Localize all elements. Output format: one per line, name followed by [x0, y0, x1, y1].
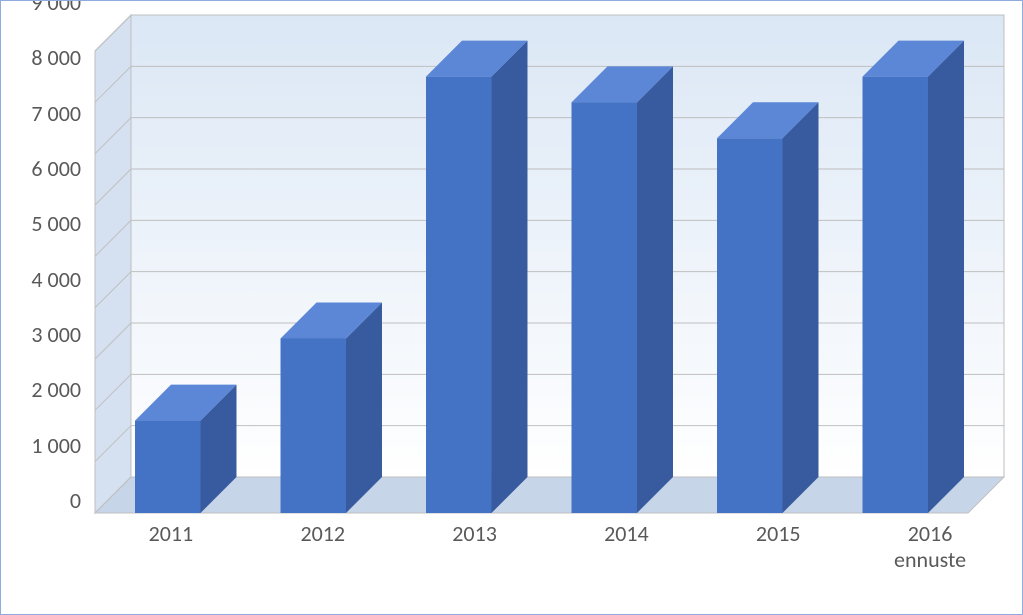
- plot-area: [95, 15, 1006, 513]
- bar: [717, 102, 818, 513]
- chart-inner: 9 0008 0007 0006 0005 0004 0003 0002 000…: [17, 15, 1006, 600]
- chart-frame: 9 0008 0007 0006 0005 0004 0003 0002 000…: [0, 0, 1023, 615]
- chart-svg: [95, 15, 1006, 513]
- plot-wrap: 201120122013201420152016 ennuste: [95, 15, 1006, 600]
- y-axis: 9 0008 0007 0006 0005 0004 0003 0002 000…: [17, 15, 95, 513]
- x-tick-label: 2013: [399, 521, 551, 574]
- x-tick-label: 2015: [702, 521, 854, 574]
- bar: [863, 41, 964, 513]
- x-axis: 201120122013201420152016 ennuste: [95, 513, 1006, 574]
- x-tick-label: 2016 ennuste: [854, 521, 1006, 574]
- x-tick-label: 2012: [247, 521, 399, 574]
- x-tick-label: 2014: [550, 521, 702, 574]
- bar: [572, 66, 673, 513]
- bar: [281, 302, 382, 513]
- x-tick-label: 2011: [95, 521, 247, 574]
- bar: [426, 41, 527, 513]
